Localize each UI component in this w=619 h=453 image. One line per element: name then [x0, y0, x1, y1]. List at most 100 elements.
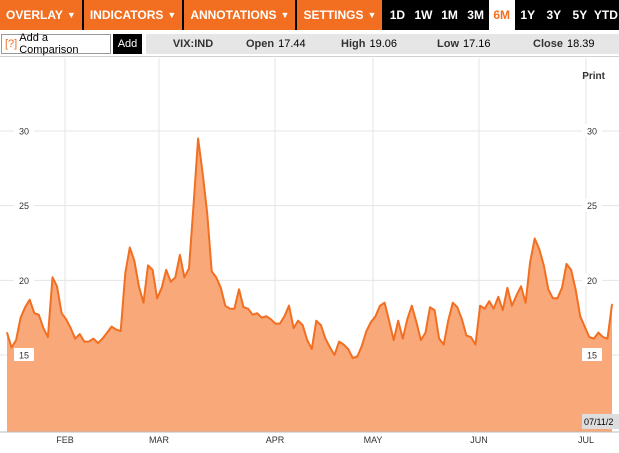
help-icon[interactable]: [?]: [5, 38, 18, 50]
data-point: [38, 314, 40, 316]
annotations-menu-label: ANNOTATIONS: [190, 8, 277, 22]
overlay-menu-label: OVERLAY: [6, 8, 63, 22]
data-point: [579, 315, 581, 317]
chevron-down-icon: ▼: [280, 10, 290, 20]
low-cell: Low 17.16: [431, 34, 527, 54]
high-label: High: [341, 38, 366, 50]
data-point: [556, 297, 559, 299]
x-tick-label: JUL: [578, 435, 594, 445]
data-point: [274, 323, 276, 325]
print-link[interactable]: Print: [582, 71, 605, 82]
data-point: [297, 320, 299, 322]
data-point: [315, 320, 317, 322]
data-point: [252, 314, 254, 316]
chevron-down-icon: ▼: [167, 10, 177, 20]
data-point: [24, 306, 26, 308]
y-tick-label-bg: [582, 273, 602, 287]
y-tick-label-left: 20: [19, 276, 29, 286]
symbol-label: VIX:IND: [146, 34, 240, 54]
date-label: 07/11/2: [584, 417, 613, 427]
chevron-down-icon: ▼: [66, 10, 76, 20]
data-point: [456, 306, 458, 308]
data-point: [379, 305, 381, 307]
data-point: [106, 332, 108, 334]
symbol-value: VIX:IND: [172, 38, 214, 50]
data-point: [602, 336, 604, 338]
data-point: [529, 261, 531, 263]
data-point: [333, 354, 336, 356]
y-tick-label-right: 25: [587, 201, 597, 211]
data-point: [338, 341, 340, 343]
range-3y-button[interactable]: 3Y: [546, 8, 562, 22]
data-point: [365, 330, 367, 332]
data-point: [343, 343, 345, 346]
data-point: [10, 346, 13, 349]
add-comparison-button[interactable]: Add: [113, 34, 142, 54]
y-tick-label-right: 15: [587, 351, 597, 361]
range-1w-button[interactable]: 1W: [414, 8, 433, 22]
data-point: [20, 317, 22, 319]
data-point: [197, 137, 199, 140]
data-point: [406, 318, 408, 320]
data-point: [397, 320, 399, 322]
data-point: [111, 326, 113, 328]
settings-menu[interactable]: SETTINGS ▼: [297, 0, 383, 30]
data-point: [506, 287, 508, 289]
y-tick-label-left: 30: [19, 127, 29, 137]
data-point: [465, 335, 467, 337]
open-label: Open: [246, 38, 275, 50]
high-value: 19.06: [369, 38, 397, 50]
data-point: [415, 321, 417, 323]
comparison-input[interactable]: [?] Add a Comparison: [1, 32, 111, 56]
data-point: [329, 346, 331, 349]
data-point: [70, 327, 72, 329]
series-area-fill: [7, 138, 612, 432]
annotations-menu[interactable]: ANNOTATIONS ▼: [184, 0, 296, 30]
data-point: [434, 309, 436, 311]
range-6m-button[interactable]: 6M: [488, 0, 515, 30]
data-point: [429, 306, 431, 308]
data-point: [233, 308, 235, 310]
overlay-menu[interactable]: OVERLAY ▼: [0, 0, 82, 30]
vix-area-chart[interactable]: 15 15 20 20 25 25 30 30 FEB MAR APR MAY JUN JUL 07/11/…: [0, 58, 619, 453]
comparison-label: Add a Comparison: [19, 32, 79, 56]
data-point: [224, 305, 226, 307]
data-point: [461, 318, 463, 320]
data-point: [88, 341, 90, 343]
data-point: [575, 288, 577, 290]
data-point: [6, 332, 8, 334]
y-tick-label-bg: [582, 124, 602, 137]
data-point: [515, 294, 518, 296]
y-tick-label-bg: [582, 348, 602, 361]
data-point: [229, 308, 231, 310]
indicators-menu[interactable]: INDICATORS ▼: [83, 0, 183, 30]
date-label-bg: [582, 414, 619, 429]
range-1y-button[interactable]: 1Y: [520, 8, 536, 22]
series-line: [6, 137, 613, 359]
range-5y-button[interactable]: 5Y: [572, 8, 588, 22]
data-point: [120, 330, 122, 332]
chart-toolbar: OVERLAY ▼ INDICATORS ▼ ANNOTATIONS ▼ SETTIN…: [0, 0, 619, 30]
data-point: [147, 264, 149, 266]
data-point: [270, 318, 272, 320]
data-point: [101, 338, 104, 340]
range-1m-button[interactable]: 1M: [441, 8, 458, 22]
data-point: [115, 329, 117, 331]
data-point: [65, 318, 67, 320]
data-point: [138, 285, 140, 287]
range-3m-button[interactable]: 3M: [467, 8, 484, 22]
range-ytd-button[interactable]: YTD: [593, 8, 618, 22]
data-point: [142, 302, 145, 304]
data-point: [47, 336, 49, 338]
range-1d-button[interactable]: 1D: [389, 8, 406, 22]
high-cell: High 19.06: [335, 34, 431, 54]
data-point: [347, 348, 349, 350]
data-point: [288, 305, 290, 307]
data-point: [302, 324, 304, 326]
data-point: [170, 281, 172, 283]
data-point: [611, 303, 613, 305]
data-point: [447, 320, 449, 322]
data-point: [42, 327, 45, 329]
data-point: [156, 297, 158, 299]
data-point: [420, 339, 422, 341]
